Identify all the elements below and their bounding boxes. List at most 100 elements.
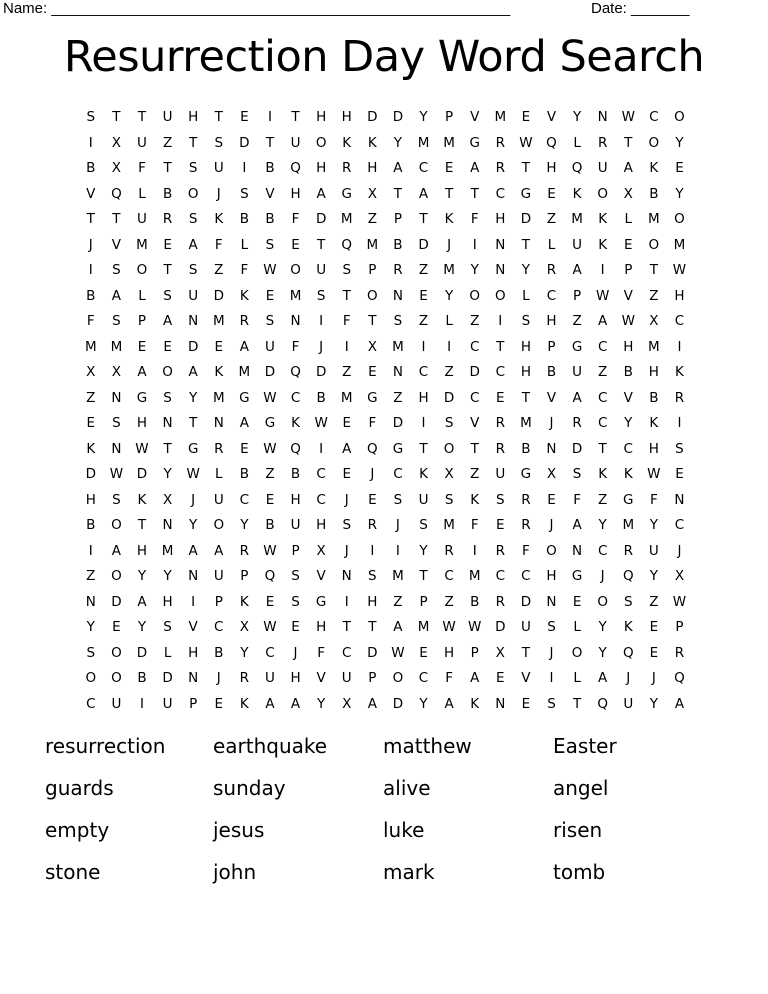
grid-letter: F — [649, 491, 658, 508]
grid-letter: N — [341, 568, 352, 584]
grid-letter: I — [677, 338, 682, 355]
grid-letter: A — [470, 160, 480, 176]
grid-letter: G — [520, 185, 532, 202]
grid-letter: H — [367, 160, 378, 176]
grid-letter: I — [319, 440, 324, 457]
grid-letter: A — [393, 619, 403, 635]
grid-letter: L — [163, 644, 172, 661]
grid-letter: O — [494, 287, 506, 304]
grid-letter: M — [443, 517, 455, 533]
grid-letter: K — [444, 211, 454, 227]
grid-letter: S — [163, 287, 172, 304]
word-list-item: empty — [45, 818, 110, 842]
grid-letter: G — [264, 415, 276, 431]
grid-letter: S — [240, 185, 249, 202]
grid-letter: M — [520, 415, 532, 431]
grid-letter: H — [341, 109, 352, 125]
grid-letter: V — [86, 185, 96, 202]
grid-letter: I — [421, 415, 426, 431]
grid-letter: K — [649, 415, 659, 431]
grid-letter: A — [239, 415, 249, 431]
grid-letter: T — [521, 644, 531, 661]
grid-letter: J — [549, 644, 554, 661]
grid-letter: H — [136, 542, 148, 559]
grid-letter: S — [112, 313, 121, 329]
grid-letter: U — [520, 619, 531, 635]
grid-letter: Z — [444, 593, 454, 610]
grid-letter: K — [137, 491, 147, 508]
grid-letter: W — [109, 466, 124, 482]
grid-letter: X — [444, 466, 454, 482]
grid-letter: T — [368, 619, 377, 635]
grid-letter: D — [187, 338, 199, 355]
word-list-item: alive — [383, 776, 431, 800]
grid-letter: Z — [444, 364, 454, 380]
grid-letter: S — [419, 517, 428, 533]
grid-letter: Q — [622, 644, 634, 661]
grid-letter: T — [342, 287, 351, 304]
grid-letter: Q — [674, 670, 685, 686]
grid-letter: F — [573, 491, 581, 508]
grid-letter: R — [239, 542, 250, 559]
grid-letter: A — [111, 287, 122, 304]
grid-letter: E — [214, 695, 224, 712]
grid-letter: A — [188, 236, 198, 253]
grid-letter: T — [137, 517, 147, 533]
grid-letter: A — [265, 695, 275, 712]
grid-letter: C — [597, 415, 608, 431]
grid-letter: M — [392, 338, 404, 355]
grid-letter: S — [214, 134, 224, 151]
grid-letter: N — [162, 517, 173, 533]
grid-letter: O — [136, 262, 148, 278]
grid-letter: Y — [521, 262, 531, 278]
grid-letter: D — [162, 670, 173, 686]
grid-letter: O — [111, 568, 122, 584]
grid-letter: T — [393, 185, 403, 202]
grid-letter: C — [418, 364, 429, 380]
grid-letter: P — [419, 593, 428, 610]
grid-letter: C — [239, 491, 250, 508]
grid-letter: A — [393, 160, 403, 176]
grid-letter: D — [315, 211, 327, 227]
grid-letter: N — [546, 593, 557, 610]
grid-letter: J — [344, 542, 349, 559]
grid-letter: H — [316, 160, 327, 176]
grid-letter: X — [367, 338, 377, 355]
grid-letter: E — [675, 466, 684, 482]
grid-letter: O — [674, 211, 685, 227]
grid-letter: T — [521, 160, 531, 176]
grid-letter: I — [600, 262, 605, 278]
grid-letter: A — [290, 695, 301, 712]
grid-letter: A — [598, 670, 608, 686]
grid-letter: A — [342, 440, 352, 457]
grid-letter: F — [368, 415, 377, 431]
grid-letter: F — [291, 211, 300, 227]
grid-letter: O — [367, 287, 378, 304]
grid-letter: U — [265, 338, 275, 355]
grid-letter: N — [392, 364, 403, 380]
grid-letter: H — [623, 338, 634, 355]
grid-letter: T — [112, 109, 121, 125]
grid-letter: R — [495, 415, 505, 431]
word-list-item: guards — [45, 776, 114, 800]
grid-letter: L — [547, 236, 556, 253]
grid-letter: J — [191, 491, 196, 508]
grid-letter: T — [419, 211, 428, 227]
grid-letter: N — [162, 415, 173, 431]
grid-letter: K — [470, 491, 480, 508]
grid-letter: U — [137, 211, 147, 227]
grid-letter: R — [495, 593, 505, 610]
grid-letter: H — [495, 211, 506, 227]
grid-letter: M — [468, 568, 481, 584]
grid-letter: B — [265, 211, 275, 227]
grid-letter: E — [342, 466, 351, 482]
grid-letter: W — [263, 440, 277, 457]
grid-letter: O — [648, 134, 660, 151]
grid-letter: H — [418, 389, 429, 406]
grid-letter: O — [290, 262, 301, 278]
grid-letter: E — [419, 644, 428, 661]
